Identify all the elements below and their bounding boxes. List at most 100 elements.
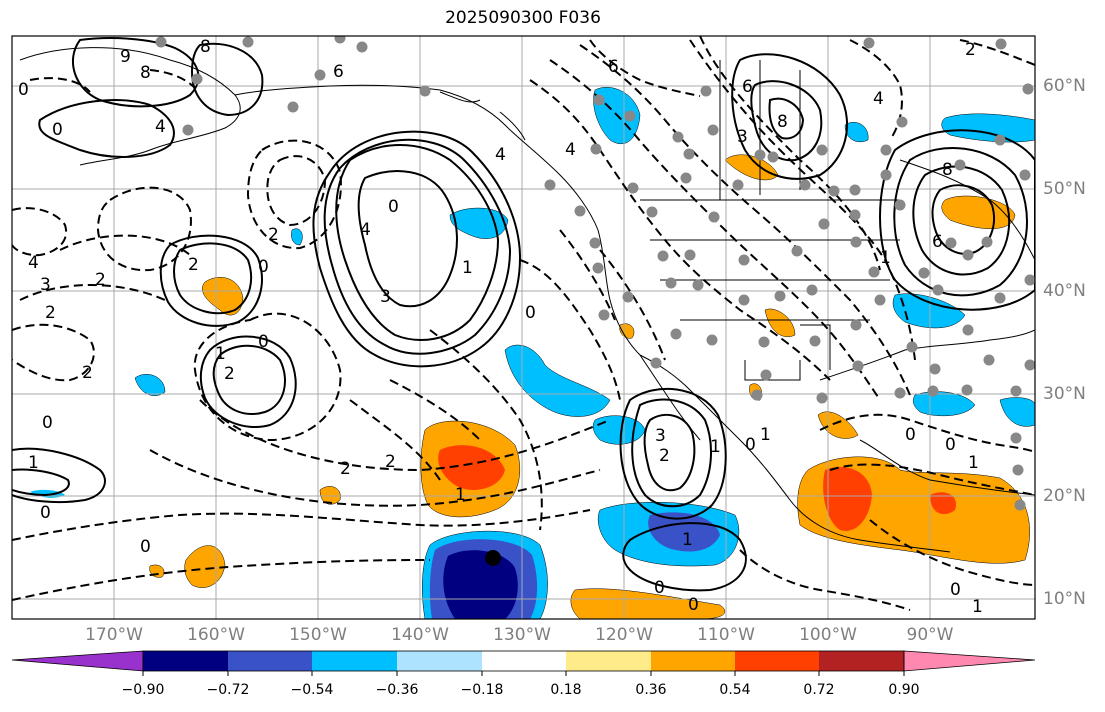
lat-label-10n: 10°N: [1043, 589, 1086, 609]
positive-anomaly-area: [202, 277, 244, 316]
colorbar: [11, 650, 1036, 676]
svg-text:3: 3: [655, 426, 666, 446]
negative-anomaly-area: [134, 374, 166, 396]
lat-label-60n: 60°N: [1043, 76, 1086, 96]
contour-labels: 988 00 4 6 64 404 312 024 3 22 201 002 210 …: [18, 37, 983, 617]
strong-positive-anomaly-area: [823, 467, 872, 531]
svg-text:4: 4: [155, 117, 166, 137]
svg-text:3: 3: [737, 127, 748, 147]
strong-negative-anomaly-area: [648, 512, 720, 552]
svg-text:1: 1: [760, 425, 771, 445]
svg-text:3: 3: [380, 287, 391, 307]
positive-anomaly-area: [570, 588, 725, 619]
strong-positive-anomaly-area: [438, 445, 505, 490]
svg-text:2: 2: [224, 364, 235, 384]
lon-label-110w: 110°W: [697, 625, 755, 645]
svg-text:0: 0: [745, 435, 756, 455]
svg-text:0: 0: [40, 503, 51, 523]
map-title: 2025090300 F036: [445, 8, 601, 28]
colorbar-high-extension: [903, 650, 1036, 672]
colorbar-segment: [482, 651, 566, 671]
svg-text:6: 6: [333, 62, 344, 82]
positive-anomaly-area: [184, 545, 226, 588]
svg-text:0: 0: [905, 425, 916, 445]
lat-label-50n: 50°N: [1043, 179, 1086, 199]
colorbar-segment: [651, 651, 735, 671]
svg-text:1: 1: [972, 597, 983, 617]
svg-text:4: 4: [28, 253, 39, 273]
colorbar-tick-label: 0.36: [635, 682, 667, 698]
colorbar-segment: [143, 651, 228, 671]
svg-text:0: 0: [258, 332, 269, 352]
shaded-anomalies: [30, 87, 1035, 619]
gridlines: [12, 36, 1035, 619]
colorbar-low-extension: [11, 650, 144, 672]
lon-label-170w: 170°W: [85, 625, 143, 645]
svg-text:0: 0: [525, 303, 536, 323]
lon-label-120w: 120°W: [595, 625, 653, 645]
lon-label-160w: 160°W: [187, 625, 245, 645]
strong-positive-anomaly-area: [930, 492, 956, 515]
negative-anomaly-area: [844, 122, 869, 143]
svg-text:2: 2: [385, 452, 396, 472]
svg-text:3: 3: [40, 275, 51, 295]
svg-text:8: 8: [942, 160, 953, 180]
svg-text:2: 2: [340, 459, 351, 479]
svg-text:0: 0: [950, 580, 961, 600]
colorbar-segment: [397, 651, 482, 671]
map-frame: [11, 35, 1036, 620]
lon-label-130w: 130°W: [493, 625, 551, 645]
svg-text:0: 0: [52, 120, 63, 140]
colorbar-tick-label: −0.36: [375, 682, 419, 698]
center-marker: [485, 550, 501, 566]
svg-text:0: 0: [945, 435, 956, 455]
colorbar-tick-label: 0.54: [719, 682, 751, 698]
positive-anomaly-area: [319, 486, 341, 505]
colorbar-segment: [819, 651, 904, 671]
svg-text:8: 8: [140, 63, 151, 83]
svg-text:1: 1: [455, 485, 466, 505]
svg-text:2: 2: [268, 225, 279, 245]
svg-text:8: 8: [777, 112, 788, 132]
positive-anomaly-area: [941, 195, 1016, 229]
negative-anomaly-area: [999, 397, 1035, 427]
colorbar-tick-label: 0.72: [803, 682, 835, 698]
svg-text:4: 4: [565, 140, 576, 160]
station-markers: [155, 36, 1035, 511]
svg-text:4: 4: [360, 220, 371, 240]
lon-label-150w: 150°W: [289, 625, 347, 645]
svg-text:0: 0: [140, 537, 151, 557]
svg-text:9: 9: [120, 47, 131, 67]
colorbar-tick-label: −0.72: [206, 682, 250, 698]
svg-text:0: 0: [258, 257, 269, 277]
colorbar-tick-label: −0.90: [121, 682, 165, 698]
lon-label-140w: 140°W: [391, 625, 449, 645]
lon-label-100w: 100°W: [799, 625, 857, 645]
colorbar-segment: [312, 651, 397, 671]
colorbar-segment: [228, 651, 312, 671]
svg-text:6: 6: [742, 77, 753, 97]
positive-anomaly-area: [764, 308, 796, 337]
lat-label-30n: 30°N: [1043, 384, 1086, 404]
plot-area: 988 00 4 6 64 404 312 024 3 22 201 002 210 …: [12, 36, 1035, 619]
svg-text:1: 1: [215, 344, 226, 364]
svg-text:0: 0: [654, 578, 665, 598]
svg-text:1: 1: [710, 437, 721, 457]
negative-anomaly-area: [504, 344, 611, 417]
svg-text:1: 1: [880, 248, 891, 268]
svg-text:0: 0: [388, 197, 399, 217]
negative-anomaly-area: [912, 391, 976, 417]
svg-text:1: 1: [968, 453, 979, 473]
contours-solid: [12, 37, 1035, 592]
colorbar-segment: [735, 651, 819, 671]
colorbar-tick-label: 0.90: [888, 682, 920, 698]
colorbar-tick-label: −0.18: [460, 682, 504, 698]
svg-text:6: 6: [608, 57, 619, 77]
svg-text:4: 4: [495, 145, 506, 165]
colorbar-tick-label: 0.18: [550, 682, 582, 698]
svg-text:2: 2: [965, 40, 976, 60]
lon-label-90w: 90°W: [906, 625, 954, 645]
svg-text:6: 6: [932, 232, 943, 252]
svg-text:2: 2: [45, 303, 56, 323]
